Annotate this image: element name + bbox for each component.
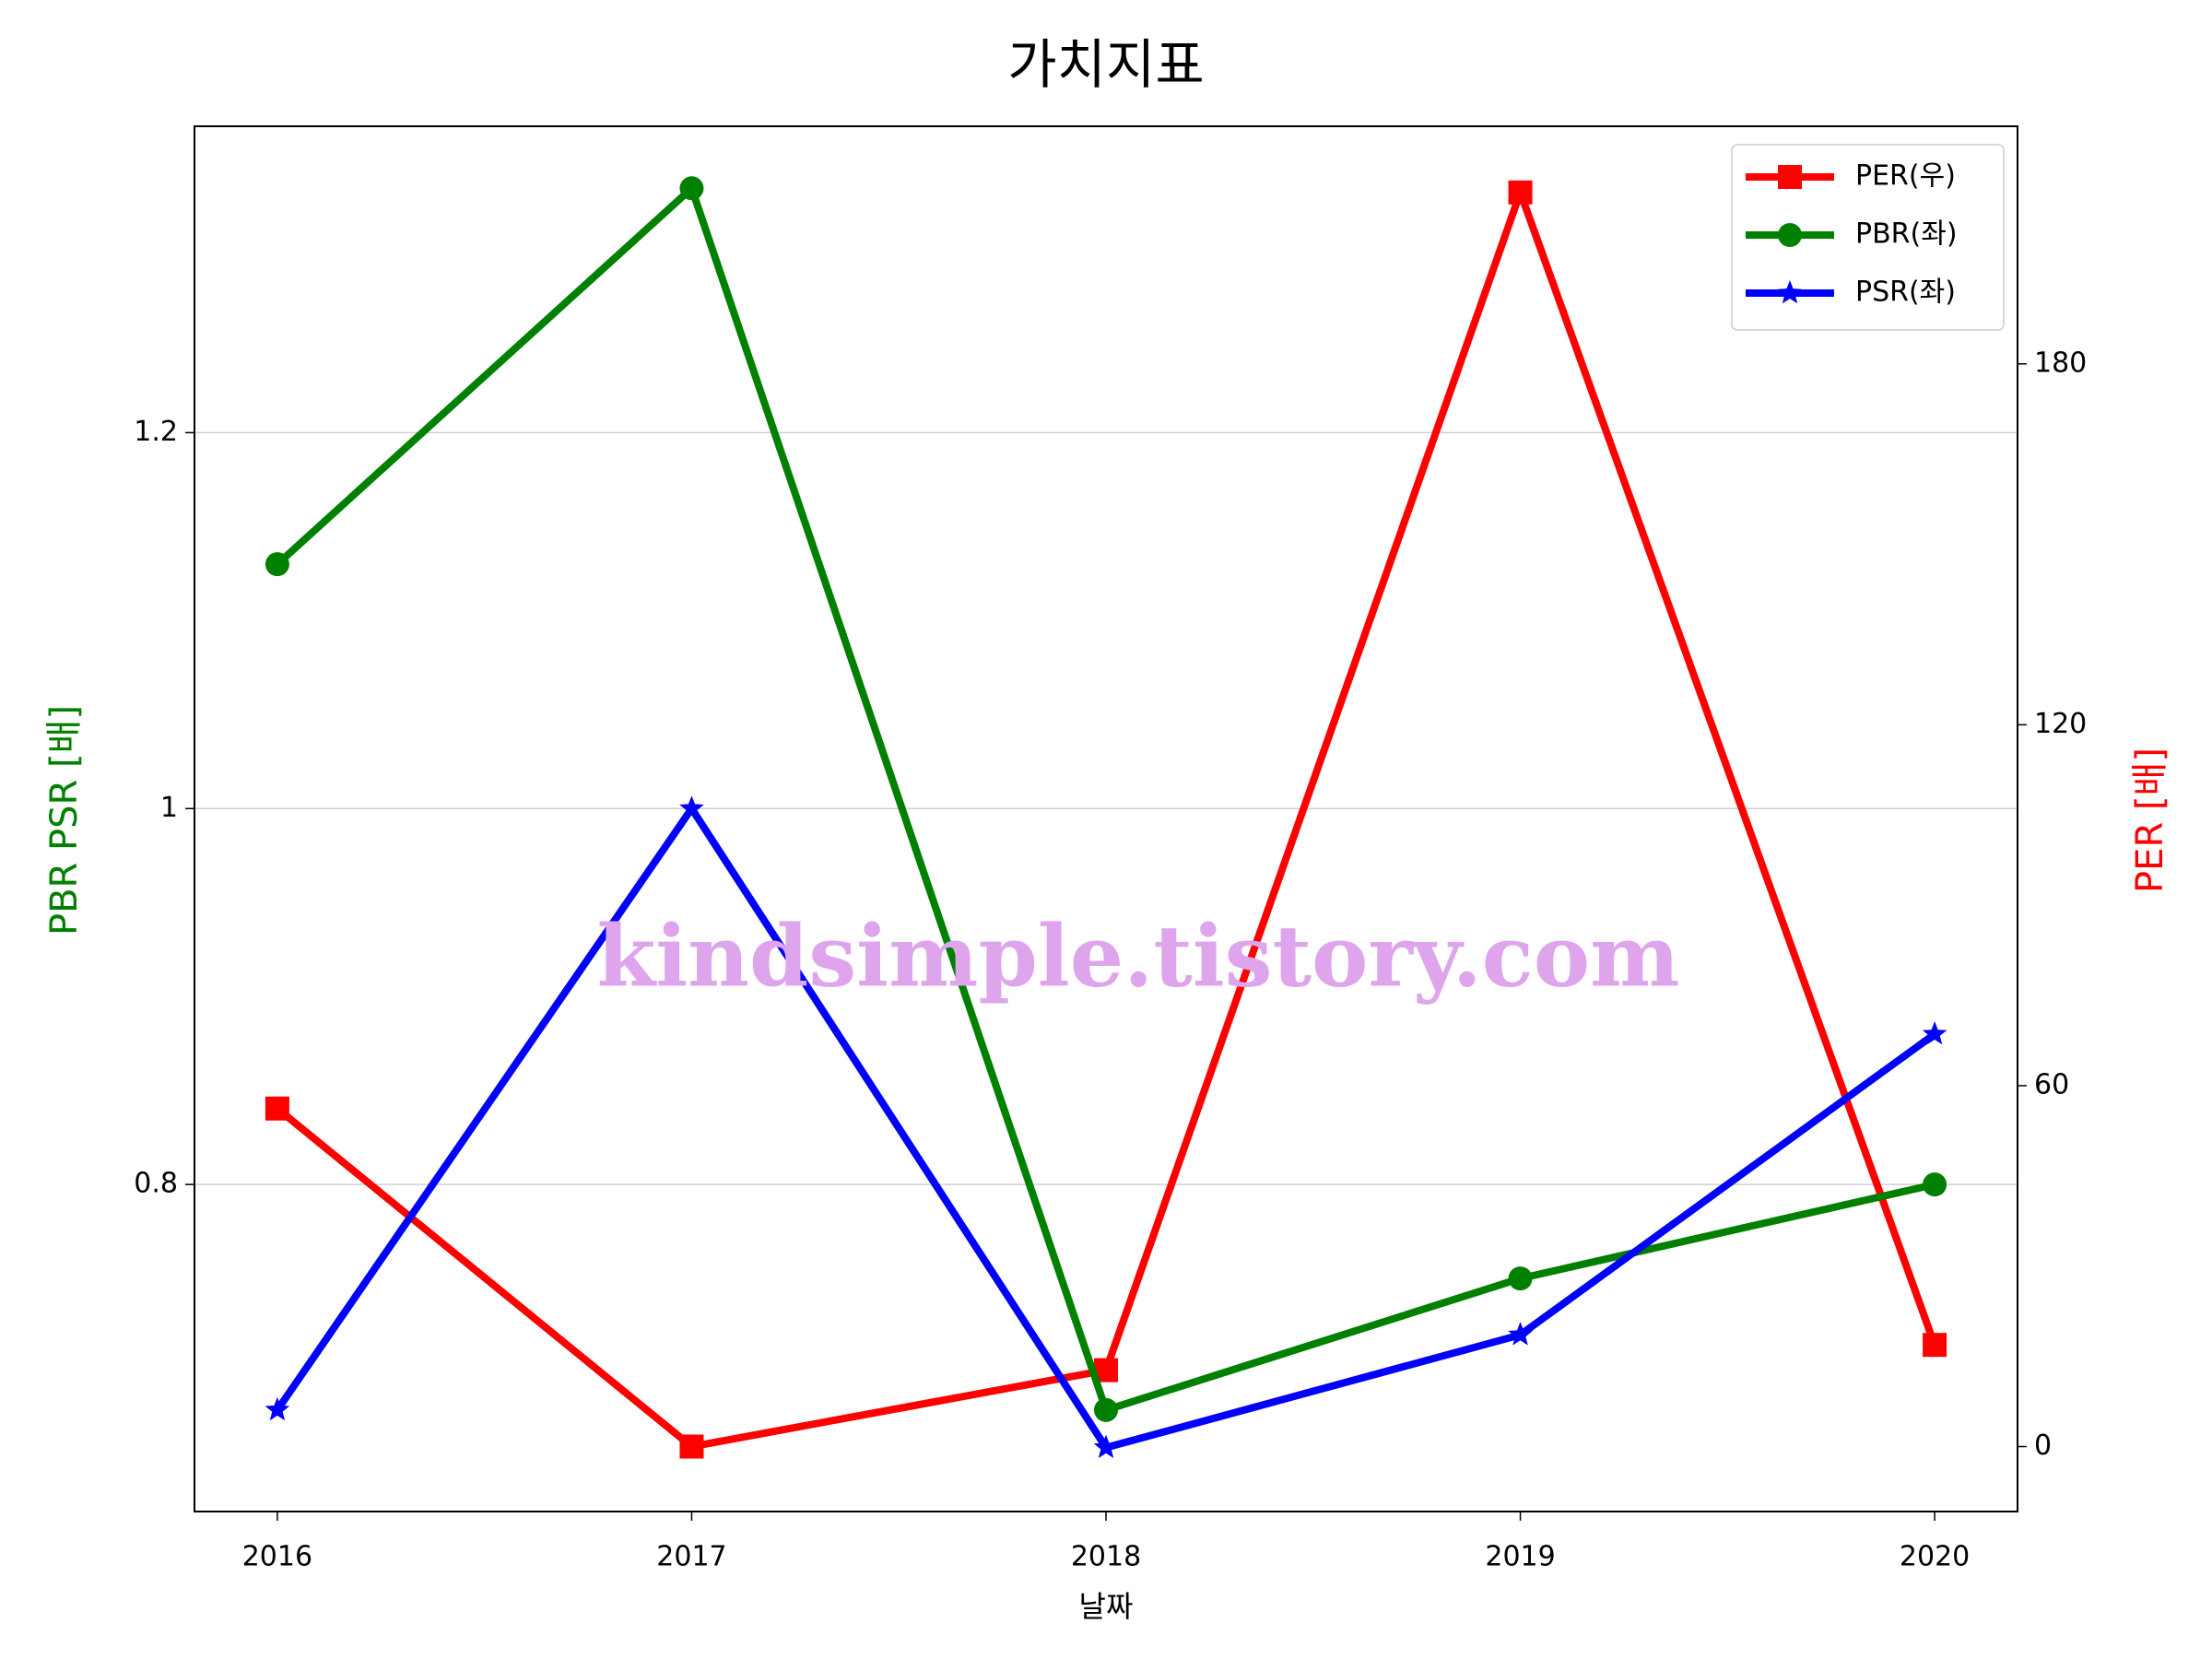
x-tick-label: 2019	[1485, 1541, 1555, 1573]
marker	[1923, 1172, 1947, 1197]
marker	[679, 1434, 704, 1459]
series-line	[275, 188, 1938, 1451]
y2-tick-label: 0	[2034, 1430, 2052, 1462]
marker	[265, 1396, 290, 1421]
y-tick-label: 1	[160, 792, 178, 824]
legend-label: PBR(좌)	[1855, 218, 1958, 251]
marker	[1508, 1322, 1533, 1346]
y-axis-label: PBR PSR [배]	[43, 705, 86, 935]
marker	[1508, 1266, 1533, 1291]
marker	[679, 795, 704, 819]
marker	[1508, 180, 1533, 205]
x-tick-label: 2016	[242, 1541, 312, 1573]
chart-title: 가치지표	[1007, 33, 1204, 96]
marker	[1093, 1434, 1119, 1458]
marker	[1094, 1397, 1118, 1422]
legend-marker	[1778, 223, 1802, 247]
plot-frame	[194, 125, 2018, 1512]
marker	[1923, 1333, 1947, 1358]
x-axis-label: 날짜	[1079, 1589, 1134, 1624]
x-tick-label: 2017	[656, 1541, 726, 1573]
x-tick-label: 2020	[1900, 1541, 1970, 1573]
y2-axis-label: PER [배]	[2129, 747, 2171, 893]
y2-tick-label: 60	[2034, 1068, 2069, 1100]
y-tick-label: 1.2	[134, 416, 178, 448]
legend-marker	[1778, 165, 1802, 189]
y2-tick-label: 120	[2034, 708, 2087, 740]
legend-marker	[1777, 280, 1803, 304]
marker	[265, 552, 289, 577]
series-line	[274, 805, 1937, 1452]
legend-frame	[1731, 144, 2005, 331]
legend-label: PER(우)	[1855, 160, 1956, 193]
legend: PER(우) PBR(좌) PSR(좌)	[1731, 144, 2005, 331]
marker	[1922, 1021, 1947, 1045]
watermark: kindsimple.tistory.com	[596, 907, 1679, 1006]
marker	[265, 1096, 289, 1121]
marker	[679, 176, 704, 201]
y2-tick-label: 180	[2034, 347, 2087, 379]
legend-label: PSR(좌)	[1855, 276, 1956, 309]
x-tick-label: 2018	[1071, 1541, 1141, 1573]
y-tick-label: 0.8	[134, 1168, 178, 1200]
series-line	[275, 184, 1936, 1414]
